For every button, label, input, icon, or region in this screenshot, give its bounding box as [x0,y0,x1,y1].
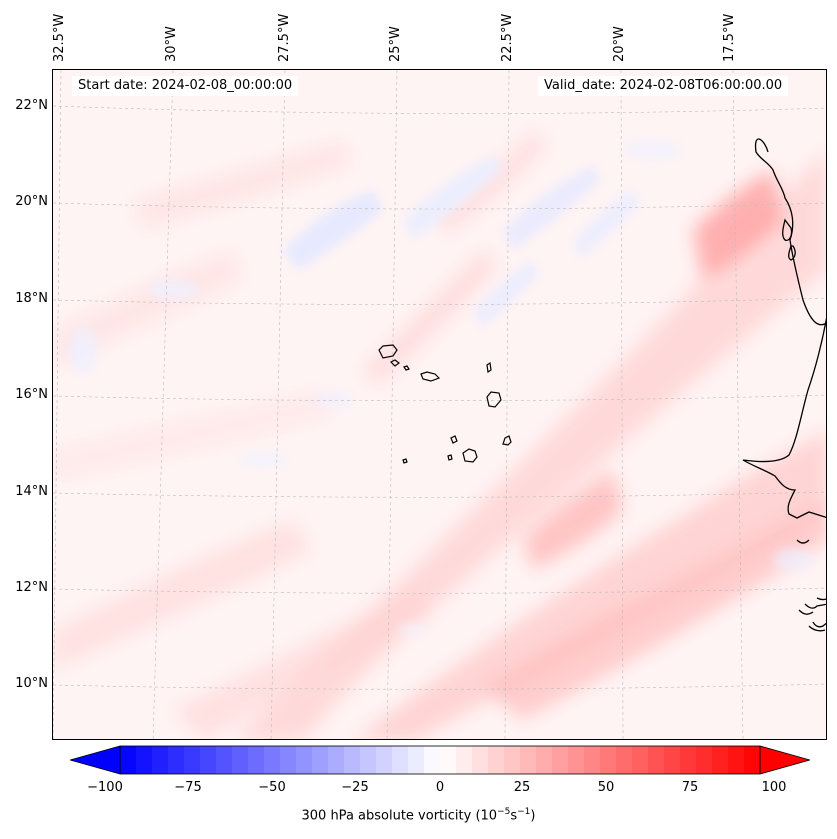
colorbar-tick: 25 [513,780,531,795]
coastlines [742,138,826,632]
colorbar-cell [648,746,665,774]
start-date-label: Start date: 2024-02-08_00:00:00 [72,76,299,96]
lon-label-32-5w: 32.5°W [52,13,67,62]
lat-label-10n: 10°N [15,676,48,691]
valid-date-label: Valid_date: 2024-02-08T06:00:00.00 [538,76,789,96]
colorbar-cell [120,746,137,774]
lon-label-20w: 20°W [612,26,627,62]
colorbar-cell [520,746,537,774]
cape-verde-islands [378,344,512,464]
colorbar-cell [136,746,153,774]
colorbar-cell [456,746,473,774]
lon-label-27-5w: 27.5°W [277,13,292,62]
colorbar-cell [264,746,281,774]
colorbar-cell [728,746,745,774]
colorbar-cell [680,746,697,774]
colorbar-cell [536,746,553,774]
map-panel [52,69,827,740]
lat-label-16n: 16°N [15,387,48,402]
colorbar-cell [744,746,761,774]
colorbar-tick: 0 [435,780,445,795]
colorbar-cell [504,746,521,774]
lat-label-12n: 12°N [15,580,48,595]
lat-label-20n: 20°N [15,194,48,209]
colorbar-cell [696,746,713,774]
colorbar-cell [600,746,617,774]
colorbar-cell [232,746,249,774]
colorbar-cell [568,746,585,774]
colorbar-cell [392,746,409,774]
colorbar-tick: −50 [258,780,286,795]
lon-label-22-5w: 22.5°W [500,13,515,62]
colorbar-cell [184,746,201,774]
colorbar-cell [248,746,265,774]
colorbar-cell [472,746,489,774]
colorbar-cell [296,746,313,774]
colorbar-cell [360,746,377,774]
graticule [53,70,826,739]
colorbar-cell [712,746,729,774]
colorbar-tick: 75 [681,780,699,795]
colorbar-tick: 50 [597,780,615,795]
colorbar-cell [584,746,601,774]
colorbar-cell [280,746,297,774]
colorbar-cell [344,746,361,774]
colorbar-cell [312,746,329,774]
colorbar-cell [440,746,457,774]
colorbar-cell [664,746,681,774]
colorbar-cell [328,746,345,774]
colorbar-label: 300 hPa absolute vorticity (10−5s−1) [301,807,536,824]
lat-label-14n: 14°N [15,484,48,499]
vorticity-field [53,70,826,739]
negative-vorticity-patches [69,140,813,636]
lat-label-22n: 22°N [15,98,48,113]
colorbar-tick: −100 [87,780,123,795]
colorbar-cell [216,746,233,774]
colorbar-outline [119,745,761,775]
field-background [53,70,826,739]
colorbar-tick: 100 [761,780,787,795]
lat-label-18n: 18°N [15,291,48,306]
colorbar-cell [152,746,169,774]
lon-label-25w: 25°W [388,26,403,62]
lon-label-30w: 30°W [164,26,179,62]
colorbar-cell [552,746,569,774]
colorbar-cell [632,746,649,774]
colorbar-tick: −75 [174,780,202,795]
colorbar-cell [408,746,425,774]
colorbar-cell [488,746,505,774]
colorbar-high-extend [759,745,810,775]
colorbar-cells [120,746,761,774]
colorbar-low-extend [70,745,121,775]
colorbar-cell [376,746,393,774]
colorbar-cell [424,746,441,774]
colorbar-cell [616,746,633,774]
colorbar-tick: −25 [341,780,369,795]
colorbar [70,745,810,775]
colorbar-cell [200,746,217,774]
colorbar-cell [168,746,185,774]
lon-label-17-5w: 17.5°W [722,13,737,62]
